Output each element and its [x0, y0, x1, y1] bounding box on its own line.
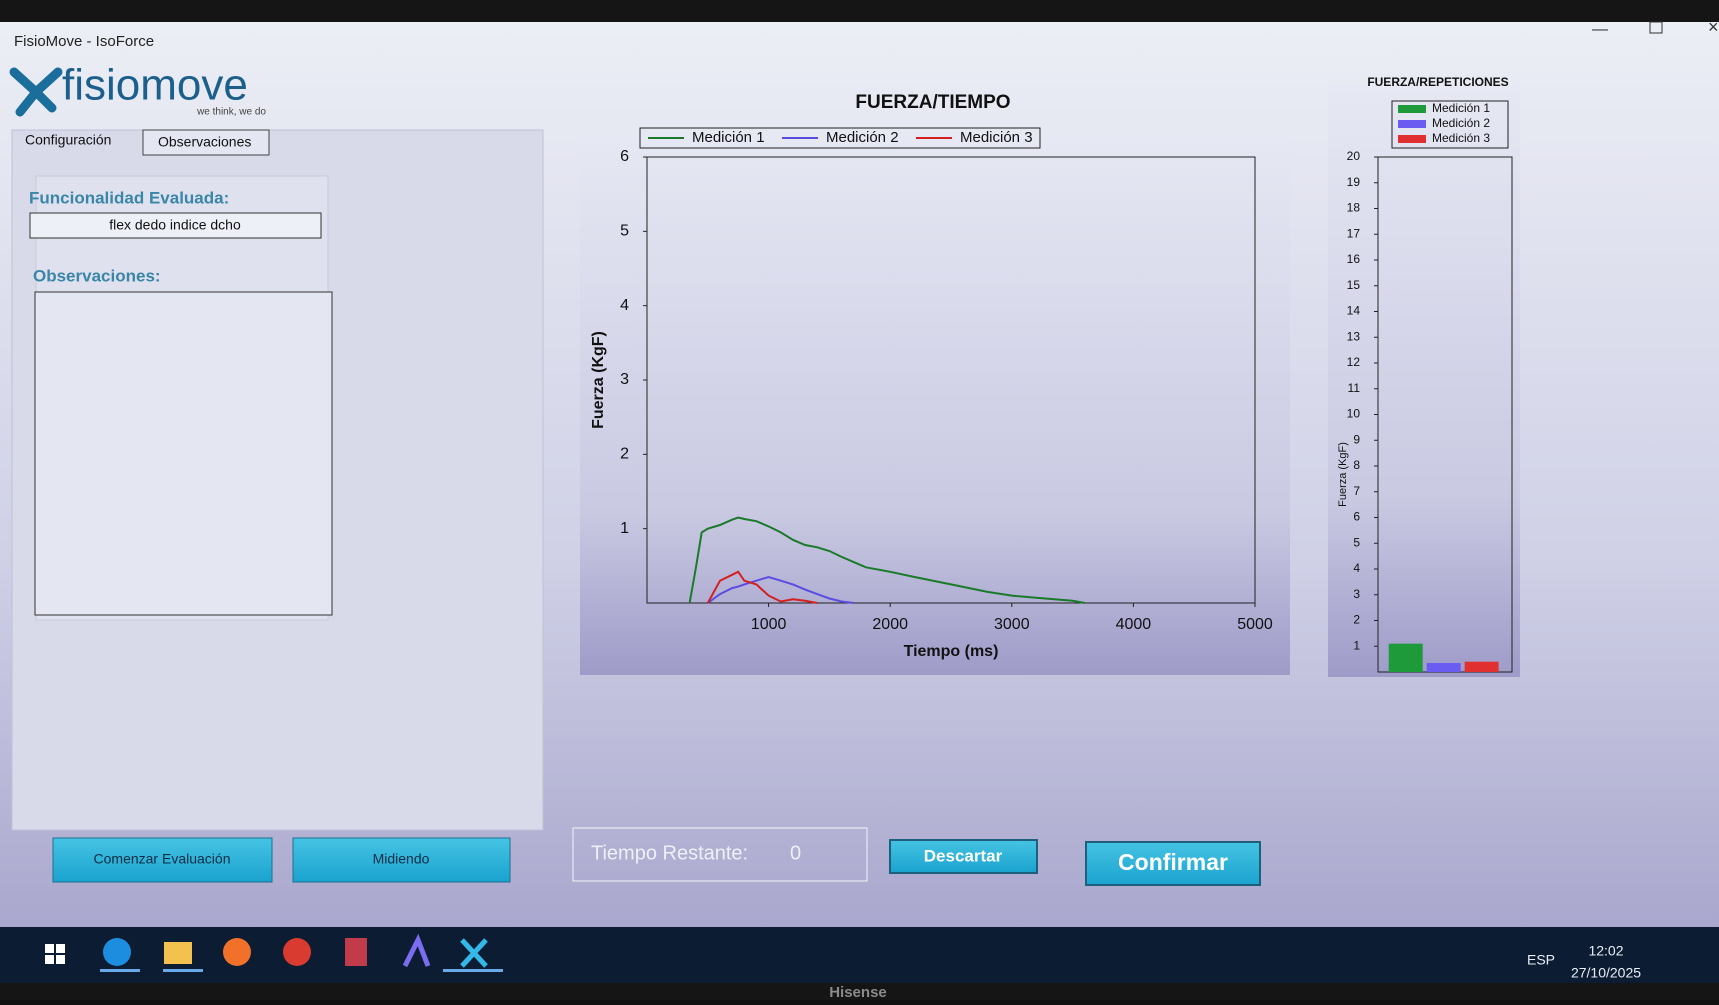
chart-title: FUERZA/TIEMPO [855, 92, 1010, 113]
button-label[interactable]: Midiendo [373, 851, 430, 867]
y-tick-label: 4 [620, 297, 629, 314]
tab[interactable]: Configuración [25, 132, 111, 148]
text-input[interactable] [29, 212, 322, 239]
app-icon[interactable] [402, 933, 431, 968]
y-tick-label: 2 [620, 446, 629, 463]
timer-label: Tiempo Restante: [591, 842, 748, 864]
x-tick-label: 5000 [1237, 616, 1273, 633]
y-tick-label: 5 [1353, 535, 1360, 549]
bar [1426, 662, 1461, 672]
y-tick-label: 5 [620, 223, 629, 240]
y-tick-label: 20 [1347, 149, 1361, 163]
app-icon[interactable] [164, 942, 192, 964]
clock-date[interactable]: 27/10/2025 [1571, 965, 1641, 981]
y-tick-label: 3 [1353, 587, 1360, 601]
monitor-brand: Hisense [829, 984, 887, 1000]
app-icon[interactable] [103, 938, 131, 966]
logo: fisiomove we think, we do [9, 61, 266, 118]
start-button[interactable] [52, 837, 273, 883]
chart-panel [1328, 85, 1520, 677]
taskbar-icons [45, 933, 503, 972]
x-axis-label: Tiempo (ms) [904, 643, 999, 660]
y-tick-label: 9 [1353, 432, 1360, 446]
y-tick-label: 7 [1353, 484, 1360, 498]
x-tick-label: 1000 [751, 616, 787, 633]
tab-active[interactable] [142, 129, 270, 156]
logo-tagline: we think, we do [196, 107, 266, 118]
discard-button[interactable] [889, 839, 1038, 874]
bar [1388, 643, 1423, 672]
y-tick-label: 8 [1353, 458, 1360, 472]
button-label[interactable]: Comenzar Evaluación [94, 851, 231, 867]
tab[interactable]: Observaciones [158, 134, 251, 150]
field-label: Observaciones: [33, 266, 161, 285]
x-tick-label: 4000 [1116, 616, 1152, 633]
restore-button[interactable] [1649, 21, 1663, 34]
y-tick-label: 13 [1347, 329, 1361, 343]
y-tick-label: 10 [1347, 407, 1361, 421]
y-axis-label: Fuerza (KgF) [590, 331, 607, 429]
y-tick-label: 15 [1347, 278, 1361, 292]
y-tick-label: 1 [620, 520, 629, 537]
input-value: flex dedo indice dcho [109, 217, 241, 233]
timer-value: 0 [790, 842, 801, 864]
chart-panel [580, 135, 1290, 675]
legend-swatch [1398, 120, 1426, 128]
x-tick-label: 2000 [872, 616, 908, 633]
legend-label: Medición 2 [1432, 116, 1490, 130]
confirm-button[interactable] [1085, 841, 1261, 886]
y-tick-label: 17 [1347, 226, 1361, 240]
legend-swatch [1398, 135, 1426, 143]
app-icon[interactable] [223, 938, 251, 966]
taskbar [0, 927, 1719, 983]
y-tick-label: 1 [1353, 638, 1360, 652]
app-icon[interactable] [460, 938, 488, 968]
clock-time[interactable]: 12:02 [1588, 943, 1623, 959]
logo-text: fisiomove [62, 61, 248, 110]
y-tick-label: 2 [1353, 613, 1360, 627]
legend-box [639, 127, 1041, 149]
close-button[interactable]: × [1708, 17, 1719, 37]
data-line [688, 516, 1085, 604]
window-title: FisioMove - IsoForce [14, 33, 154, 50]
bar [1464, 661, 1499, 672]
minimize-button[interactable]: — [1592, 21, 1608, 38]
x-tick-label: 3000 [994, 616, 1030, 633]
y-tick-label: 12 [1347, 355, 1361, 369]
button-label[interactable]: Descartar [924, 846, 1003, 865]
measuring-button[interactable] [292, 837, 511, 883]
app-icon[interactable] [345, 938, 367, 966]
legend-label: Medición 1 [692, 129, 765, 146]
y-tick-label: 3 [620, 371, 629, 388]
field-label: Funcionalidad Evaluada: [29, 188, 229, 207]
text-area[interactable] [34, 291, 333, 616]
y-tick-label: 11 [1348, 381, 1361, 395]
y-tick-label: 18 [1347, 201, 1361, 215]
legend-label: Medición 1 [1432, 101, 1490, 115]
timer-box [572, 827, 868, 882]
button-label[interactable]: Confirmar [1118, 849, 1228, 875]
data-line [706, 570, 818, 604]
legend-label: Medición 3 [1432, 131, 1490, 145]
y-tick-label: 6 [620, 148, 629, 165]
legend-box [1391, 100, 1509, 149]
y-tick-label: 14 [1347, 304, 1361, 318]
language[interactable]: ESP [1527, 952, 1555, 968]
legend-swatch [1398, 105, 1426, 113]
y-tick-label: 16 [1347, 252, 1361, 266]
y-tick-label: 4 [1353, 561, 1360, 575]
y-tick-label: 6 [1353, 510, 1360, 524]
chart-title: FUERZA/REPETICIONES [1367, 75, 1508, 89]
legend-label: Medición 3 [960, 129, 1033, 146]
app-icon[interactable] [283, 938, 311, 966]
legend-label: Medición 2 [826, 129, 899, 146]
y-axis-label: Fuerza (KgF) [1337, 442, 1349, 507]
y-tick-label: 19 [1347, 175, 1361, 189]
data-line [707, 575, 854, 604]
